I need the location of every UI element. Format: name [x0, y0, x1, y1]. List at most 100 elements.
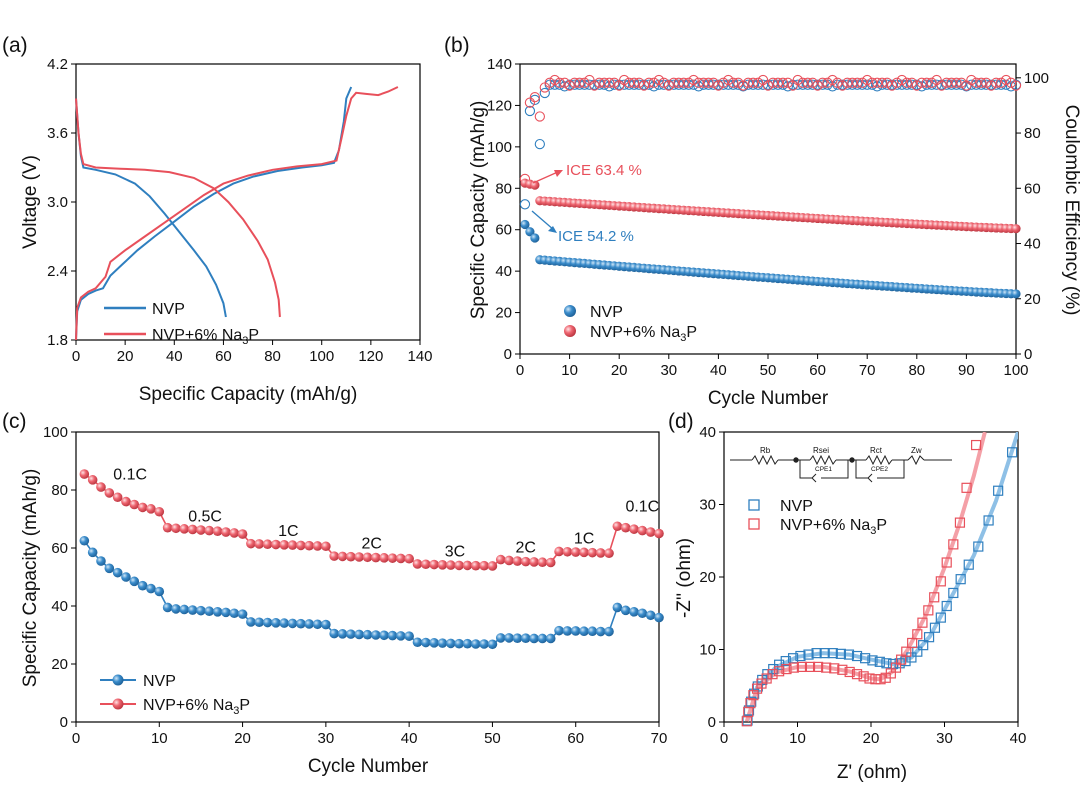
panel-c-xtick-label: 20 — [234, 730, 251, 747]
eis-point-red — [858, 671, 869, 682]
eis-point-blue — [780, 655, 791, 667]
panel-d-ytick-label: 30 — [699, 497, 716, 514]
panel-b-ytick-label: 60 — [495, 222, 512, 239]
ce-point-red — [936, 80, 947, 91]
eis-point-blue — [803, 649, 814, 660]
ce-point-red — [549, 74, 560, 86]
panel-a-xtick-label: 80 — [264, 348, 281, 365]
panel-c-xtick-label: 40 — [401, 730, 418, 747]
rate-point-red — [121, 496, 131, 507]
rate-point-red — [512, 556, 523, 566]
rate-point-blue — [179, 604, 190, 615]
rate-point-red — [637, 525, 648, 536]
panel-d-legend: NVP NVP+6% Na3P — [748, 498, 887, 537]
ce-point-red — [743, 77, 754, 88]
eis-point-red — [875, 674, 886, 685]
ce-point-red — [698, 77, 709, 88]
rate-point-blue — [87, 547, 98, 558]
ce-point-red — [916, 77, 927, 88]
panel-b-ytick-label: 120 — [487, 97, 512, 114]
eis-point-blue — [819, 648, 830, 659]
eis-point-blue — [948, 587, 959, 599]
panel-b-y2tick-label: 100 — [1024, 70, 1049, 87]
panel-d-label: (d) — [668, 410, 694, 433]
panel-a-legend: NVP NVP+6% Na3P — [104, 301, 259, 347]
rate-point-red — [545, 557, 556, 568]
rate-point-blue — [454, 638, 464, 649]
capacity-point-blue — [1011, 289, 1021, 299]
eis-point-red — [804, 661, 816, 673]
ce-point-blue — [519, 199, 531, 210]
rate-point-red — [495, 554, 506, 565]
ce-point-red — [852, 77, 863, 88]
panel-b-y2tick-label: 80 — [1024, 125, 1041, 142]
eis-point-blue — [941, 600, 952, 612]
rate-point-blue — [212, 607, 223, 617]
legend-d-na3p-marker — [748, 518, 760, 530]
ce-point-red — [752, 77, 764, 88]
eis-point-red — [941, 557, 952, 568]
rate-point-red — [112, 492, 123, 503]
rate-point-blue — [337, 629, 348, 639]
legend-b-na3p: NVP+6% Na3P — [590, 324, 697, 344]
rate-point-blue — [479, 639, 489, 649]
ce-point-red — [876, 77, 888, 88]
panel-c-xtick-label: 10 — [151, 730, 168, 747]
rate-point-red — [137, 502, 148, 513]
ce-point-red — [921, 77, 932, 88]
panel-c-data: 0.1C 0.5C 1C 2C 3C 2C 1C 0.1C — [79, 467, 664, 650]
eis-point-red — [929, 592, 940, 603]
rate-point-red — [187, 524, 198, 535]
ce-point-red — [777, 77, 789, 88]
circuit-label-cpe1: CPE1 — [815, 466, 832, 473]
rate-point-blue — [346, 629, 356, 639]
panel-b-y2tick-label: 60 — [1024, 180, 1041, 197]
rate-point-red — [454, 560, 464, 571]
panel-d-ytick-label: 40 — [699, 424, 716, 441]
rate-point-red — [204, 525, 215, 536]
ce-point-red — [976, 77, 987, 88]
ce-point-red — [946, 77, 957, 88]
panel-b-xtick-label: 90 — [958, 362, 975, 379]
panel-b-xtick-label: 70 — [859, 362, 876, 379]
rate-point-blue — [229, 608, 240, 619]
ce-point-red — [797, 77, 808, 88]
capacity-point-red — [530, 180, 540, 190]
panel-b-ytick-label: 140 — [487, 56, 512, 73]
panel-b-xtick-label: 80 — [908, 362, 925, 379]
panel-b-axes: 0 10 20 30 40 50 60 70 80 90 100020406080100120140… — [487, 56, 1049, 379]
eis-point-red — [907, 637, 918, 649]
eis-point-red — [961, 482, 972, 493]
ce-point-red — [628, 77, 640, 88]
rate-point-blue — [537, 633, 548, 644]
rate-point-red — [229, 528, 240, 538]
ce-point-red — [956, 77, 967, 88]
panel-a-ytick-label: 1.8 — [47, 332, 68, 349]
panel-b-annotations: ICE 63.4 % ICE 54.2 % — [531, 162, 642, 245]
ce-point-red — [693, 77, 704, 88]
ce-point-blue — [1000, 79, 1012, 90]
eis-point-blue — [746, 696, 757, 707]
rate-label: 2C — [516, 540, 536, 557]
rate-point-blue — [487, 639, 498, 650]
ce-point-red — [772, 77, 784, 88]
panel-a-ytick-label: 3.6 — [47, 125, 68, 142]
ce-point-red — [574, 77, 585, 88]
eis-point-red — [971, 439, 982, 451]
capacity-point-blue — [520, 219, 530, 230]
ce-point-red — [812, 80, 823, 91]
eis-point-blue — [912, 646, 923, 657]
panel-d-xlabel: Z' (ohm) — [837, 762, 907, 783]
rate-point-red — [87, 475, 98, 485]
rate-point-red — [304, 540, 315, 551]
eis-point-blue — [843, 649, 855, 660]
circuit-label-cpe2: CPE2 — [871, 466, 888, 473]
rate-point-red — [612, 521, 623, 532]
panel-c-xtick-label: 50 — [484, 730, 501, 747]
rate-point-blue — [404, 631, 414, 641]
panel-b-xtick-label: 10 — [561, 362, 578, 379]
ce-point-red — [847, 77, 858, 88]
rate-point-red — [329, 551, 339, 561]
eis-point-blue — [1007, 447, 1018, 458]
rate-point-blue — [321, 619, 331, 630]
